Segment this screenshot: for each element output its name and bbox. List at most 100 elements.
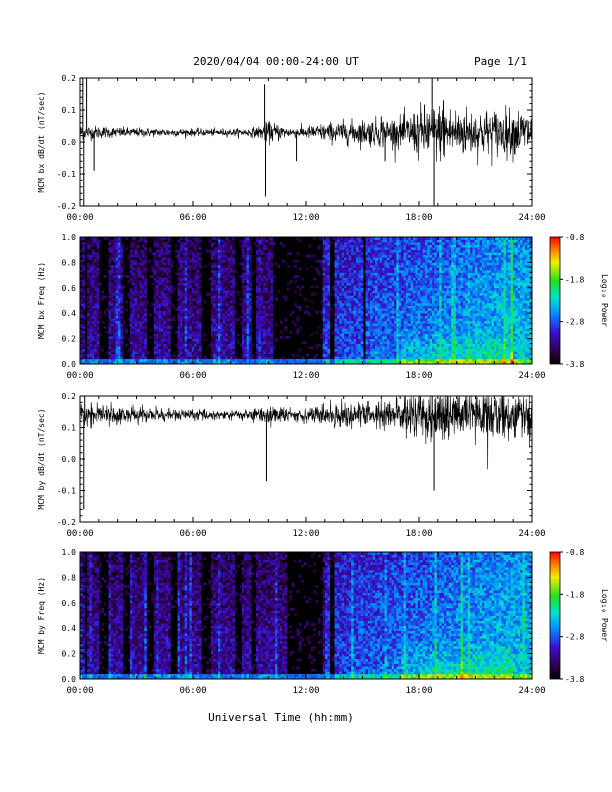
heatmap-cell: [341, 318, 345, 322]
heatmap-cell: [372, 280, 376, 284]
heatmap-cell: [394, 341, 397, 344]
heatmap-cell: [410, 259, 414, 263]
heatmap-cell: [141, 315, 145, 319]
heatmap-cell: [244, 292, 247, 296]
heatmap-cell: [168, 262, 171, 266]
heatmap-cell: [210, 257, 214, 261]
heatmap-cell: [217, 264, 221, 268]
heatmap-cell: [244, 343, 247, 347]
heatmap-cell: [267, 315, 271, 319]
heatmap-cell: [339, 323, 342, 327]
heatmap-cell: [296, 315, 300, 319]
heatmap-cell: [389, 292, 392, 296]
heatmap-cell: [370, 287, 373, 291]
heatmap-cell: [156, 325, 159, 329]
heatmap-cell: [225, 259, 228, 263]
heatmap-cell: [358, 358, 362, 362]
heatmap-cell: [198, 292, 202, 296]
heatmap-cell: [229, 358, 233, 362]
heatmap-cell: [189, 277, 193, 281]
heatmap-cell: [118, 313, 121, 317]
heatmap-cell: [160, 310, 164, 314]
heatmap-cell: [222, 356, 226, 360]
heatmap-cell: [322, 343, 326, 347]
heatmap-cell: [336, 308, 340, 311]
heatmap-cell: [89, 275, 93, 278]
heatmap-cell: [156, 338, 159, 342]
heatmap-cell: [322, 252, 326, 256]
heatmap-cell: [248, 313, 252, 317]
heatmap-cell: [391, 287, 395, 291]
heatmap-cell: [365, 259, 369, 263]
heatmap-cell: [282, 361, 285, 365]
heatmap-cell: [120, 249, 124, 253]
heatmap-cell: [398, 249, 402, 253]
heatmap-cell: [229, 259, 233, 263]
heatmap-cell: [153, 297, 157, 301]
heatmap-cell: [355, 300, 359, 304]
heatmap-cell: [391, 242, 395, 245]
heatmap-cell: [398, 267, 402, 271]
heatmap-cell: [339, 320, 342, 324]
heatmap-cell: [251, 361, 254, 365]
heatmap-cell: [379, 242, 383, 245]
heatmap-cell: [267, 351, 271, 355]
heatmap-cell: [379, 323, 383, 327]
heatmap-cell: [382, 267, 385, 271]
heatmap-cell: [353, 300, 357, 304]
heatmap-cell: [110, 300, 114, 304]
heatmap-cell: [246, 323, 250, 327]
heatmap-cell: [244, 252, 247, 256]
heatmap-cell: [163, 328, 166, 332]
heatmap-cell: [377, 330, 381, 334]
heatmap-cell: [153, 280, 157, 284]
heatmap-cell: [263, 320, 266, 324]
heatmap-cell: [353, 356, 357, 360]
heatmap-cell: [265, 303, 269, 306]
heatmap-cell: [263, 315, 266, 319]
heatmap-cell: [260, 315, 264, 319]
heatmap-cell: [172, 318, 176, 322]
heatmap-cell: [110, 341, 114, 344]
heatmap-cell: [408, 303, 411, 306]
heatmap-cell: [182, 282, 185, 286]
heatmap-cell: [139, 270, 143, 273]
heatmap-cell: [256, 356, 259, 360]
heatmap-cell: [87, 300, 90, 304]
heatmap-cell: [156, 341, 159, 344]
heatmap-cell: [379, 313, 383, 317]
heatmap-cell: [322, 330, 326, 334]
heatmap-cell: [87, 308, 90, 311]
heatmap-cell: [213, 328, 216, 332]
heatmap-cell: [256, 292, 259, 296]
heatmap-cell: [189, 239, 193, 243]
heatmap-cell: [334, 351, 338, 355]
heatmap-cell: [258, 323, 262, 327]
heatmap-cell: [168, 292, 171, 296]
heatmap-cell: [248, 272, 252, 276]
heatmap-cell: [129, 249, 133, 253]
heatmap-cell: [348, 275, 352, 278]
heatmap-cell: [94, 275, 97, 278]
heatmap-cell: [82, 282, 86, 286]
heatmap-cell: [168, 328, 171, 332]
heatmap-cell: [258, 318, 262, 322]
heatmap-cell: [244, 341, 247, 344]
heatmap-cell: [222, 249, 226, 253]
heatmap-cell: [203, 361, 207, 365]
heatmap-cell: [129, 305, 133, 309]
heatmap-cell: [229, 346, 233, 350]
heatmap-cell: [346, 361, 350, 365]
heatmap-cell: [244, 239, 247, 243]
heatmap-cell: [258, 295, 262, 299]
heatmap-cell: [241, 318, 245, 322]
heatmap-cell: [386, 254, 390, 258]
heatmap-cell: [289, 361, 293, 365]
heatmap-cell: [153, 328, 157, 332]
heatmap-cell: [94, 290, 97, 294]
heatmap-cell: [194, 267, 197, 271]
heatmap-cell: [344, 254, 347, 258]
heatmap-cell: [91, 272, 95, 276]
heatmap-cell: [325, 338, 328, 342]
heatmap-cell: [189, 313, 193, 317]
